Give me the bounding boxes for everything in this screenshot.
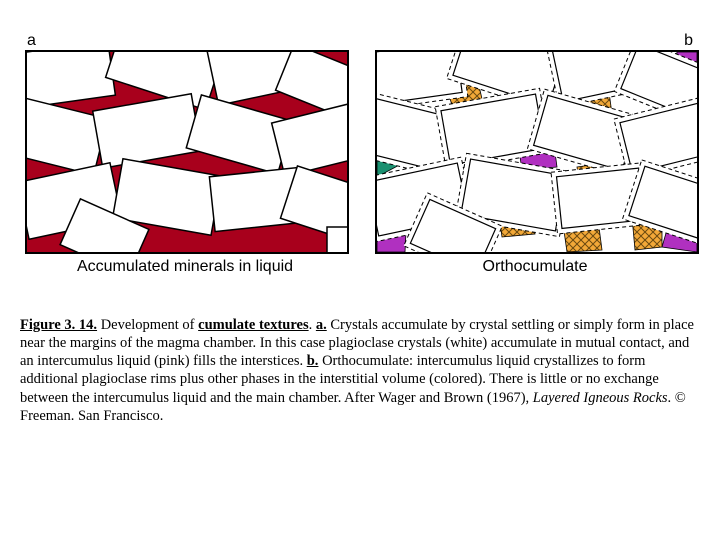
panel-b-letter: b [684,32,693,50]
panel-a-diagram [25,50,349,254]
panel-b-diagram [375,50,699,254]
figure-caption: Figure 3. 14. Development of cumulate te… [20,316,700,425]
caption-a-label: a. [316,317,327,333]
panel-a-caption: Accumulated minerals in liquid [25,258,345,276]
panel-a: a Accumulated minerals in liquid [25,50,345,276]
caption-b-label: b. [307,353,319,369]
caption-lead: Development of [97,317,198,333]
caption-title: cumulate textures [198,317,308,333]
panel-b: b Orthocumulate [375,50,695,276]
caption-fig-label: Figure 3. 14. [20,317,97,333]
caption-book: Layered Igneous Rocks [533,390,668,406]
panel-a-letter: a [27,32,36,50]
panel-b-caption: Orthocumulate [375,258,695,276]
figure-row: a Accumulated minerals in liquid b [20,50,700,276]
